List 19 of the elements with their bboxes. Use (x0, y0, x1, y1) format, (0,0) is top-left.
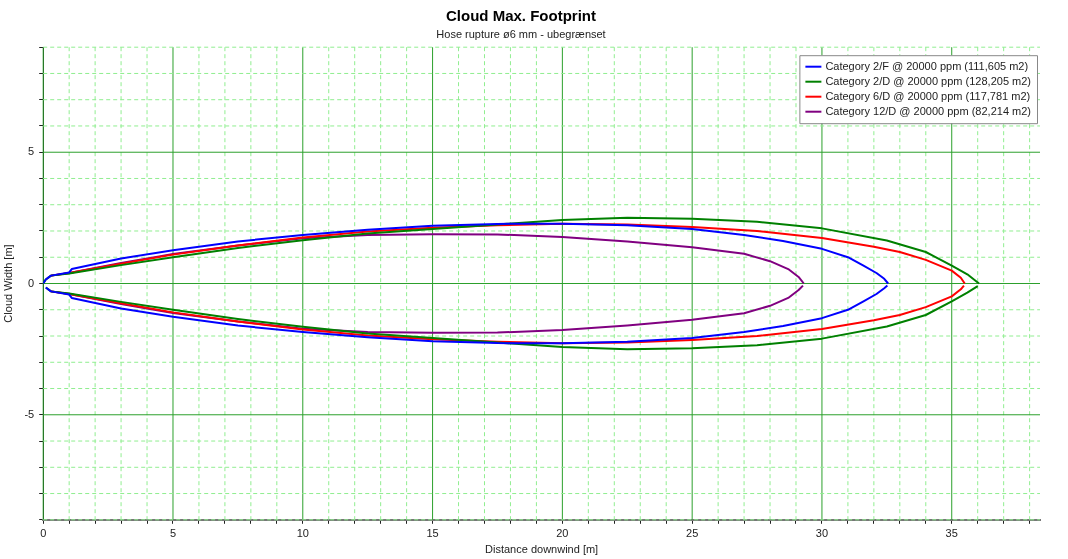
legend-label: Category 12/D @ 20000 ppm (82,214 m2) (825, 104, 1032, 117)
x-tick-label: 30 (815, 527, 829, 540)
x-tick-label: 10 (296, 527, 309, 540)
y-tick-label: -5 (24, 407, 35, 420)
y-tick-label: 5 (28, 145, 35, 158)
chart-title: Cloud Max. Footprint (446, 7, 596, 25)
y-axis-title: Cloud Width [m] (1, 244, 14, 323)
x-tick-label: 15 (426, 527, 439, 540)
legend-label: Category 2/F @ 20000 ppm (111,605 m2) (825, 59, 1029, 72)
x-tick-label: 25 (686, 527, 699, 540)
y-tick-label: 0 (28, 276, 35, 289)
x-tick-label: 0 (40, 527, 47, 540)
x-axis-title: Distance downwind [m] (485, 543, 599, 556)
chart-subtitle: Hose rupture ø6 mm - ubegrænset (436, 27, 606, 40)
legend-label: Category 2/D @ 20000 ppm (128,205 m2) (825, 74, 1032, 87)
x-tick-label: 5 (169, 527, 177, 540)
x-tick-label: 35 (945, 527, 958, 540)
x-tick-label: 20 (556, 527, 569, 540)
legend-label: Category 6/D @ 20000 ppm (117,781 m2) (825, 89, 1031, 102)
